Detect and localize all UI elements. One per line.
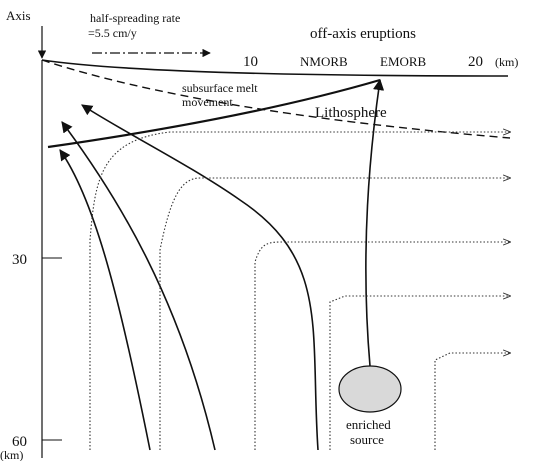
mantle-flowline [89,132,510,450]
eruptions-label: off-axis eruptions [310,26,416,42]
rate-label: half-spreading rate [90,11,180,25]
lithosphere-base [41,59,511,139]
nmorb-label: NMORB [300,54,348,69]
depth-unit: (km) [0,448,23,461]
rate-label: =5.5 cm/y [88,26,137,40]
lithosphere-label: Lithosphere [315,105,387,121]
melt-label: movement [182,95,233,109]
depth-tick: 60 [12,434,27,450]
mantle-flowline [329,296,510,450]
surface-line [41,59,509,77]
melt-flowline [61,121,216,451]
melt-flowline [59,149,151,451]
emorb-path [365,78,385,367]
depth-tick: 30 [12,252,27,268]
mantle-flowline [159,178,510,450]
axis-label: Axis [6,8,31,23]
emorb-label: EMORB [380,54,427,69]
melt-label: subsurface melt [182,81,258,95]
distance-tick: 10 [243,54,258,70]
melt-flowline [81,104,319,451]
distance-tick: 20 [468,54,483,70]
melt-path [47,78,381,149]
enriched-source [338,365,402,413]
source-label: enriched [346,417,391,432]
source-label: source [350,432,384,447]
distance-unit: (km) [495,55,518,69]
mantle-flowline [434,353,510,450]
